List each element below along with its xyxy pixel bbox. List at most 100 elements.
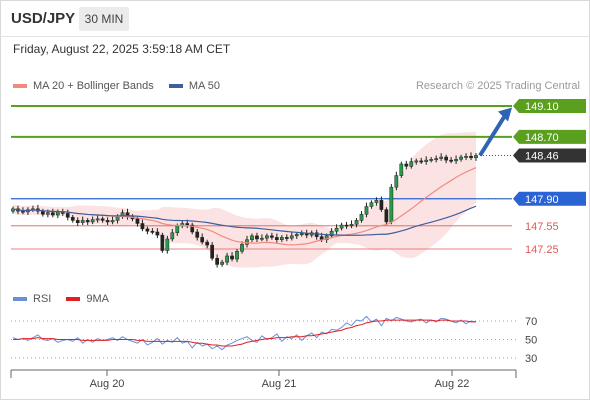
candle-body: [165, 238, 170, 251]
candlesticks: [11, 152, 478, 268]
rsi-tick-50: 50: [525, 335, 537, 347]
x-tick-label: Aug 20: [90, 378, 125, 390]
rsi-tick-70: 70: [525, 316, 537, 328]
candle-body: [80, 220, 85, 223]
price-tags: 149.10 148.70 148.46 147.90 147.55 147.25: [513, 99, 586, 256]
candle-body: [399, 163, 404, 176]
candle-body: [41, 210, 45, 215]
candle-body: [275, 237, 279, 240]
candle-body: [459, 156, 463, 160]
candle-body: [414, 160, 419, 163]
candle-body: [250, 235, 254, 240]
candle-body: [324, 235, 329, 240]
candle-body: [155, 231, 160, 236]
candle-body: [289, 235, 294, 239]
candle-body: [404, 163, 409, 167]
x-tick-label: Aug 21: [262, 378, 297, 390]
price-levels: [11, 105, 512, 250]
candle-body: [190, 224, 195, 233]
candle-body: [265, 235, 269, 239]
candle-body: [205, 241, 210, 246]
candle-body: [334, 227, 339, 232]
candle-body: [225, 255, 229, 263]
candle-body: [240, 244, 244, 252]
candle-body: [215, 258, 219, 265]
price-tag-bg-149.10: [513, 99, 586, 113]
rsi-swatch: [13, 297, 27, 302]
candle-body: [379, 200, 384, 210]
candle-body: [230, 255, 234, 260]
candle-body: [364, 206, 369, 215]
candle-body: [45, 212, 50, 215]
candle-body: [200, 237, 205, 243]
ma50-swatch: [168, 84, 183, 89]
candle-body: [135, 218, 140, 224]
candle-body: [85, 220, 90, 223]
forecast-arrow: [478, 107, 512, 157]
price-tag-149.10: 149.10: [525, 101, 559, 113]
research-credit: Research © 2025 Trading Central: [415, 80, 580, 92]
candle-body: [270, 235, 274, 238]
candle-body: [374, 200, 379, 203]
candle-body: [394, 175, 399, 188]
moving-averages: [12, 166, 477, 246]
candle-body: [454, 159, 458, 162]
candle-body: [255, 235, 259, 240]
candle-body: [150, 230, 155, 233]
candle-body: [70, 217, 75, 221]
price-tag-148.46: 148.46: [525, 150, 559, 162]
candle-body: [329, 230, 334, 237]
x-tick-label: Aug 22: [435, 378, 470, 390]
candle-body: [175, 225, 180, 234]
candle-body: [185, 223, 190, 226]
rsi-ma-legend-label: 9MA: [86, 293, 110, 305]
candle-body: [55, 211, 60, 216]
candle-body: [235, 251, 239, 260]
candle-body: [90, 219, 95, 223]
candle-body: [339, 224, 344, 229]
rsi-ma-line: [13, 319, 476, 347]
candle-body: [464, 155, 468, 158]
ma20-swatch: [13, 84, 27, 89]
bollinger-band-area: [13, 132, 476, 268]
candle-body: [299, 233, 304, 235]
candle-body: [344, 224, 349, 227]
candle-body: [110, 220, 115, 223]
candle-body: [279, 237, 284, 240]
candle-body: [419, 160, 424, 163]
candle-body: [389, 186, 394, 223]
price-tag-147.55: 147.55: [525, 221, 559, 233]
chart-datetime: Friday, August 22, 2025 3:59:18 AM CET: [13, 42, 231, 56]
candle-body: [384, 209, 389, 223]
candle-body: [95, 218, 100, 221]
price-tag-bg-148.46: [513, 148, 586, 163]
candle-body: [294, 234, 299, 237]
candle-body: [444, 156, 448, 161]
candle-body: [140, 223, 145, 230]
candle-body: [434, 158, 439, 161]
price-tag-bg-148.70: [513, 129, 586, 144]
candle-body: [469, 155, 473, 159]
rsi-legend-label: RSI: [33, 293, 52, 305]
candle-body: [429, 159, 434, 161]
candle-body: [50, 212, 55, 216]
candle-body: [439, 156, 444, 159]
rsi-legend: RSI 9MA: [13, 293, 109, 305]
bollinger-bands: [13, 132, 476, 268]
timeframe-button[interactable]: 30 MIN: [79, 7, 129, 31]
candle-body: [145, 228, 150, 232]
candle-body: [424, 159, 429, 162]
forecast-arrow-head: [498, 107, 512, 122]
price-tag-148.70: 148.70: [525, 132, 559, 144]
rsi-panel: 70 50 30: [11, 315, 537, 365]
chart-header: USD/JPY 30 MIN: [0, 0, 590, 37]
rsi-ma-swatch: [66, 297, 81, 302]
candle-body: [369, 202, 374, 207]
ma50-legend-label: MA 50: [188, 80, 221, 92]
candle-body: [100, 218, 105, 221]
symbol-title: USD/JPY: [11, 10, 76, 27]
candle-body: [210, 244, 214, 259]
candle-body: [354, 220, 359, 225]
forecast-arrow-shaft: [478, 114, 507, 157]
